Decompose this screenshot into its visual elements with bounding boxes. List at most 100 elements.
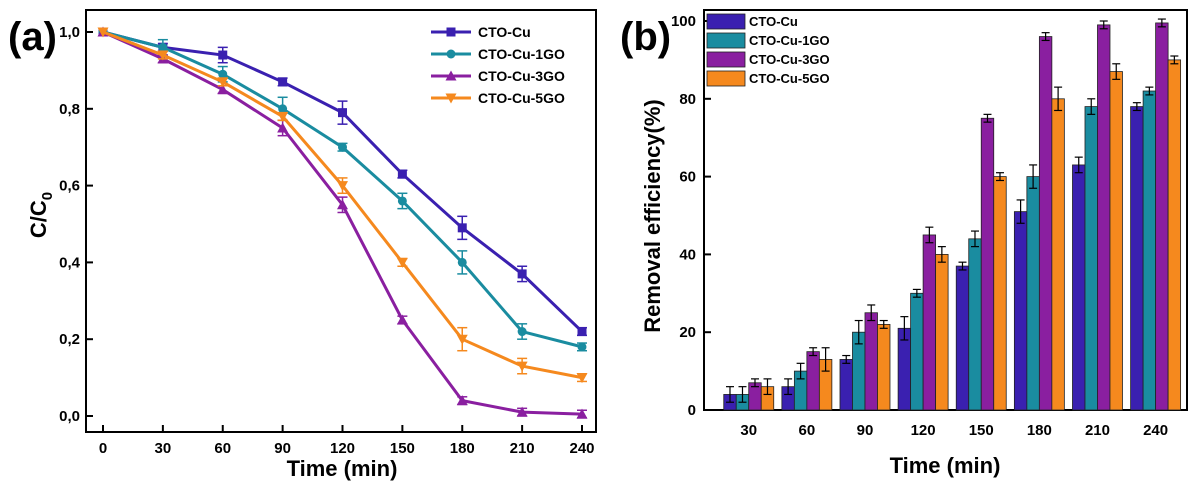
panel-b-y-tick-label: 80	[679, 91, 696, 108]
panel-a-axes	[85, 9, 597, 433]
bar-cto-cu-1go	[1084, 106, 1098, 411]
legend-marker-cto-cu-3go	[445, 70, 457, 81]
panel-a-x-tick-label: 60	[214, 440, 231, 457]
panel-b-y-tick-label: 40	[679, 246, 696, 263]
data-point-cto-cu-1go	[158, 42, 168, 52]
panel-a-label: (a)	[8, 15, 57, 59]
data-point-cto-cu-3go	[456, 395, 468, 406]
panel-b-y-tick-label: 0	[688, 402, 696, 419]
panel-b-x-tick-label: 210	[1085, 422, 1110, 439]
legend-swatch-cto-cu-5go	[706, 70, 746, 87]
panel-b-y-tick-label: 20	[679, 324, 696, 341]
legend-marker-cto-cu-5go	[445, 93, 457, 104]
panel-a-x-tick-label: 30	[155, 440, 172, 457]
panel-a-series	[97, 26, 588, 419]
data-point-cto-cu-1go	[338, 142, 347, 152]
legend-label-cto-cu-1go: CTO-Cu-1GO	[478, 46, 565, 62]
bar-cto-cu-3go	[1038, 36, 1053, 411]
bar-cto-cu	[955, 265, 970, 411]
legend-label-cto-cu-3go: CTO-Cu-3GO	[749, 52, 830, 67]
legend-swatch-cto-cu	[706, 13, 746, 30]
data-point-cto-cu	[218, 50, 228, 60]
panel-b-legend: CTO-Cu CTO-Cu-1GO CTO-Cu-3GO CTO-Cu-5GO	[706, 13, 830, 87]
panel-a-x-tick-label: 0	[99, 440, 107, 457]
data-point-cto-cu-1go	[457, 257, 467, 267]
bar-cto-cu	[1013, 211, 1028, 411]
bar-cto-cu-3go	[1097, 24, 1111, 411]
panel-b-ticks: 30 60 90 120 150 180 210 240 0 20 40 60 80 100	[671, 13, 1168, 439]
panel-b-y-axis-label: Removal efficiency(%)	[640, 99, 665, 333]
panel-a-y-tick-label: 1,0	[59, 24, 80, 41]
data-point-cto-cu-1go	[218, 69, 228, 79]
data-point-cto-cu-3go	[516, 406, 528, 417]
bar-cto-cu-3go	[980, 117, 995, 411]
panel-b-x-tick-label: 240	[1143, 422, 1168, 439]
panel-a-line-chart: (a) 0 30 60 90 120 150 180 210 240 0,0 0,2 0,4 0,6 0,…	[8, 9, 597, 481]
data-point-cto-cu-3go	[337, 199, 348, 210]
panel-a-ticks: 0 30 60 90 120 150 180 210 240 0,0 0,2 0,4 0,6 0,8 1,0	[59, 24, 594, 457]
data-point-cto-cu-3go	[217, 84, 229, 95]
panel-a-x-tick-label: 240	[569, 440, 594, 457]
panel-a-plot-frame	[85, 9, 597, 433]
panel-a-y-tick-label: 0,4	[59, 254, 81, 271]
data-point-cto-cu-1go	[577, 342, 587, 352]
bar-cto-cu-3go	[864, 312, 878, 411]
data-point-cto-cu	[517, 269, 527, 279]
panel-a-y-tick-label: 0,2	[59, 331, 80, 348]
panel-b-x-tick-label: 60	[799, 422, 816, 439]
data-point-cto-cu	[457, 223, 467, 233]
panel-a-x-tick-label: 150	[390, 440, 415, 457]
legend-label-cto-cu-5go: CTO-Cu-5GO	[749, 71, 830, 86]
data-point-cto-cu-3go	[576, 408, 588, 419]
bar-cto-cu-5go	[877, 324, 891, 411]
legend-marker-cto-cu-1go	[446, 49, 456, 59]
data-point-cto-cu-1go	[517, 327, 527, 337]
bar-cto-cu-5go	[993, 176, 1007, 411]
panel-b-bar-chart: (b) 30 60 90 120 150 180 210 240 0 20 40 60 80 100 CT…	[620, 9, 1188, 478]
panel-a-y-axis-label: C/C0	[26, 192, 56, 238]
legend-marker-cto-cu	[446, 27, 456, 37]
bar-cto-cu	[1130, 106, 1144, 411]
panel-b-x-tick-label: 180	[1027, 422, 1052, 439]
bar-cto-cu	[1072, 164, 1086, 411]
bar-cto-cu-1go	[910, 292, 924, 411]
data-point-cto-cu-5go	[516, 361, 528, 372]
panel-a-y-axis-label-subscript: 0	[39, 192, 56, 200]
data-point-cto-cu-5go	[456, 334, 468, 345]
panel-b-series	[723, 18, 1182, 411]
bar-cto-cu-5go	[935, 253, 949, 411]
panel-b-label: (b)	[620, 15, 671, 59]
panel-a-y-tick-label: 0,8	[59, 101, 80, 118]
data-point-cto-cu-5go	[337, 181, 348, 192]
panel-a-x-tick-label: 120	[330, 440, 355, 457]
bar-cto-cu-5go	[1109, 71, 1123, 411]
data-point-cto-cu-3go	[277, 122, 289, 133]
data-point-cto-cu-5go	[396, 257, 408, 268]
legend-label-cto-cu-5go: CTO-Cu-5GO	[478, 90, 565, 106]
data-point-cto-cu-5go	[277, 111, 289, 122]
bar-cto-cu-3go	[922, 234, 937, 411]
legend-label-cto-cu: CTO-Cu	[478, 24, 531, 40]
legend-label-cto-cu: CTO-Cu	[749, 14, 798, 29]
data-point-cto-cu-3go	[396, 314, 408, 325]
panel-b-y-tick-label: 60	[679, 169, 696, 186]
data-point-cto-cu-5go	[576, 373, 588, 384]
panel-a-x-tick-label: 90	[274, 440, 291, 457]
legend-swatch-cto-cu-3go	[706, 51, 746, 68]
legend-swatch-cto-cu-1go	[706, 32, 746, 49]
panel-a-y-axis-label-main: C/C	[26, 200, 51, 238]
panel-b-x-tick-label: 90	[857, 422, 874, 439]
bar-cto-cu-5go	[1167, 59, 1182, 411]
data-point-cto-cu-1go	[397, 196, 407, 206]
data-point-cto-cu-5go	[217, 77, 229, 88]
legend-label-cto-cu-3go: CTO-Cu-3GO	[478, 68, 565, 84]
panel-b-x-tick-label: 150	[969, 422, 994, 439]
bar-cto-cu-3go	[806, 351, 820, 411]
data-point-cto-cu	[397, 169, 407, 179]
data-point-cto-cu	[278, 77, 288, 87]
bar-cto-cu	[839, 359, 853, 411]
data-point-cto-cu	[338, 108, 347, 118]
bar-cto-cu-3go	[1155, 22, 1169, 411]
panel-a-y-tick-label: 0,6	[59, 178, 80, 195]
